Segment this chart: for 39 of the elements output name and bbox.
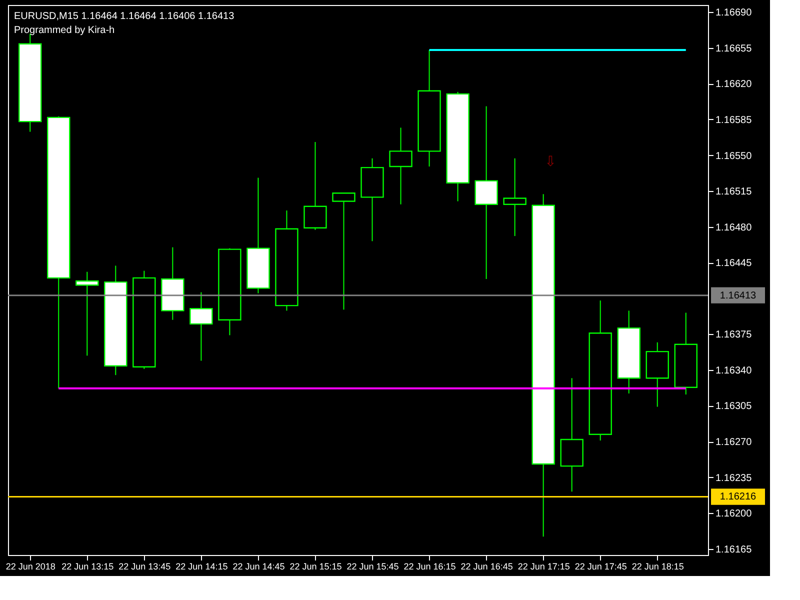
x-tick-label: 22 Jun 14:45 [232,562,285,572]
y-tick-label: 1.16620 [716,79,752,90]
x-tick-label: 22 Jun 13:15 [62,562,114,572]
text: Programmed by Kira-h [14,25,115,36]
y-tick-label: 1.16480 [716,222,752,234]
candlestick [474,106,498,280]
x-tick-label: 22 Jun 17:15 [518,562,570,572]
y-tick-label: 1.16305 [716,401,752,412]
x-tick-label: 22 Jun 15:45 [346,562,399,572]
y-tick-label: 1.16550 [716,150,752,162]
ref-line-label: 1.16216 [720,492,757,503]
y-tick-label: 1.16655 [716,43,752,54]
candlestick [332,192,356,310]
candlestick [503,158,526,237]
y-tick-label: 1.16445 [716,258,752,270]
x-tick-label: 22 Jun 13:45 [118,562,171,572]
y-tick-label: 1.16340 [716,365,752,376]
candlestick [389,127,412,205]
ref-line-label: 1.16413 [720,290,757,302]
y-tick-label: 1.16585 [716,115,752,126]
x-tick-label: 22 Jun 16:45 [460,562,513,572]
x-tick-label: 22 Jun 18:15 [632,562,684,572]
candlestick [76,271,99,356]
y-tick-label: 1.16200 [716,508,752,520]
candlestick [304,141,327,230]
candlestick [190,292,213,362]
y-tick-label: 1.16270 [716,437,752,448]
text: EURUSD,M15 1.16464 1.16464 1.16406 1.16413 [14,11,235,22]
y-tick-label: 1.16375 [716,330,752,341]
x-tick-label: 22 Jun 15:15 [290,562,342,572]
x-tick-label: 22 Jun 14:15 [176,562,228,572]
x-tick-label: 22 Jun 2018 [6,562,56,572]
x-tick-label: 22 Jun 17:45 [574,562,627,572]
y-tick-label: 1.16690 [716,8,752,19]
y-tick-label: 1.16235 [716,472,752,484]
y-tick-label: 1.16515 [716,186,752,198]
y-tick-label: 1.16165 [716,544,752,556]
annotation: ⇩ [544,154,556,170]
x-tick-label: 22 Jun 16:15 [404,562,456,572]
